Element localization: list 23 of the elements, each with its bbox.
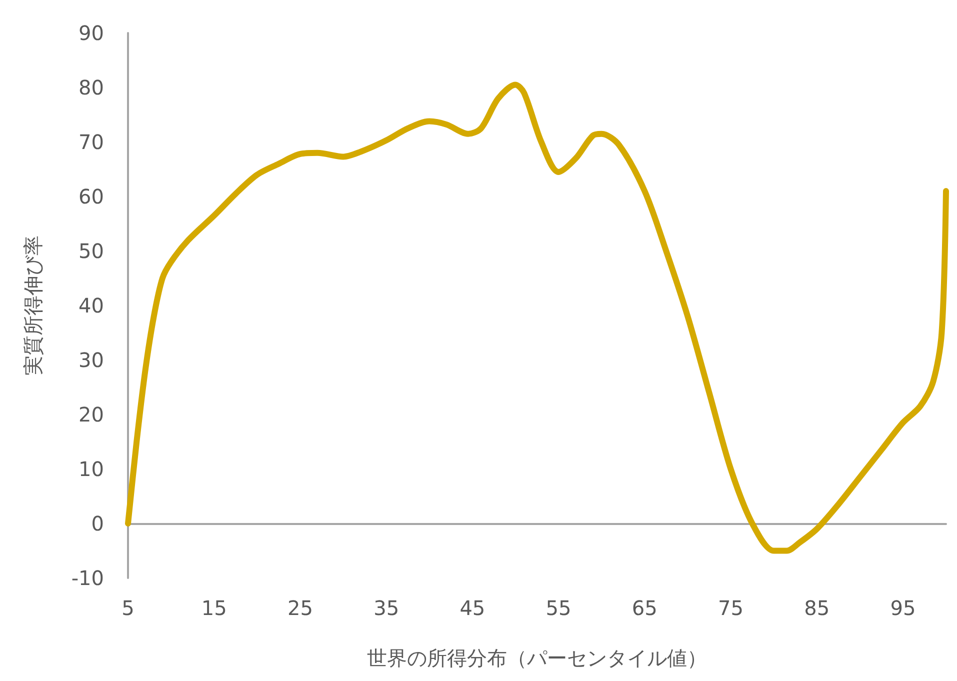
y-tick-label: 50 — [78, 239, 104, 263]
y-tick-label: 40 — [78, 294, 104, 318]
y-tick-label: 70 — [78, 130, 104, 154]
x-tick-label: 85 — [804, 596, 830, 620]
y-tick-label: 60 — [78, 184, 104, 208]
y-tick-label: 10 — [78, 457, 104, 481]
y-tick-label: 30 — [78, 348, 104, 372]
x-axis-title: 世界の所得分布（パーセンタイル値） — [367, 646, 707, 670]
x-tick-label: 95 — [890, 596, 916, 620]
y-tick-label: -10 — [71, 566, 104, 590]
x-tick-label: 35 — [374, 596, 400, 620]
x-tick-label: 15 — [201, 596, 227, 620]
y-tick-label: 0 — [91, 512, 104, 536]
x-tick-label: 25 — [287, 596, 313, 620]
x-tick-label: 55 — [546, 596, 572, 620]
y-tick-label: 90 — [78, 21, 104, 45]
y-tick-label: 20 — [78, 402, 104, 426]
x-tick-label: 65 — [632, 596, 658, 620]
y-axis-title: 実質所得伸び率 — [21, 236, 45, 376]
y-tick-label: 80 — [78, 76, 104, 100]
x-tick-label: 75 — [718, 596, 744, 620]
x-tick-label: 45 — [460, 596, 486, 620]
x-tick-label: 5 — [122, 596, 134, 620]
